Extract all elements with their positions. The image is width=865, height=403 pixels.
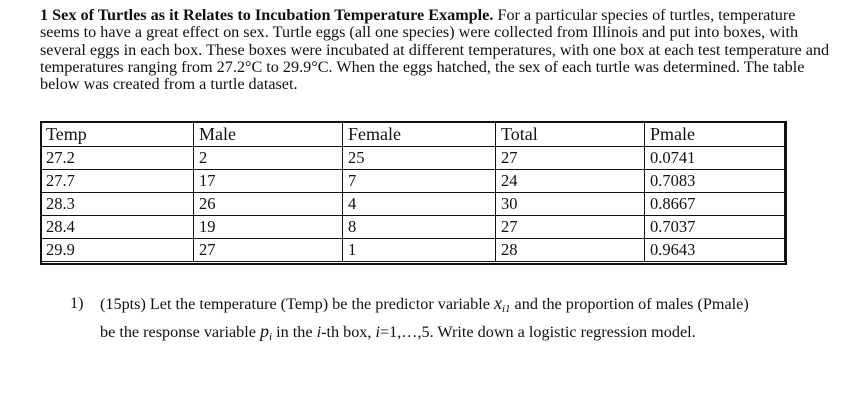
cell-pmale: 0.9643: [644, 238, 785, 262]
cell-temp: 27.2: [40, 146, 194, 170]
cell-female: 8: [342, 215, 496, 239]
cell-temp: 28.3: [40, 192, 194, 216]
cell-female: 4: [342, 192, 496, 216]
question-part-3: be the response variable: [100, 323, 256, 341]
cell-pmale: 0.7083: [644, 169, 785, 193]
cell-male: 26: [193, 192, 343, 216]
header-pmale: Pmale: [644, 121, 785, 147]
header-temp: Temp: [40, 121, 194, 147]
response-variable: pi: [260, 321, 273, 343]
cell-male: 27: [193, 238, 343, 262]
cell-total: 30: [495, 192, 645, 216]
cell-pmale: 0.8667: [644, 192, 785, 216]
index-i: i: [316, 323, 322, 341]
question-part-2: and the proportion of males (Pmale): [514, 295, 749, 313]
question-number: 1): [70, 294, 84, 312]
cell-female: 1: [342, 238, 496, 262]
cell-total: 27: [495, 146, 645, 170]
cell-temp: 29.9: [40, 238, 194, 262]
table-row: 29.9 27 1 28 0.9643: [40, 238, 785, 262]
problem-title: Sex of Turtles as it Relates to Incubati…: [52, 6, 494, 24]
cell-total: 24: [495, 169, 645, 193]
question-part-6: =1,…,5. Write down a logistic regression…: [380, 323, 696, 341]
cell-temp: 28.4: [40, 215, 194, 239]
cell-male: 19: [193, 215, 343, 239]
header-total: Total: [495, 121, 645, 147]
cell-temp: 27.7: [40, 169, 194, 193]
table-row: 28.3 26 4 30 0.8667: [40, 192, 785, 216]
question-1: 1) (15pts) Let the temperature (Temp) be…: [70, 292, 840, 348]
cell-female: 7: [342, 169, 496, 193]
predictor-variable: xi1: [493, 293, 511, 315]
question-part-4: in the: [276, 323, 313, 341]
cell-male: 17: [193, 169, 343, 193]
header-male: Male: [193, 121, 343, 147]
cell-total: 28: [495, 238, 645, 262]
question-part-1: (15pts) Let the temperature (Temp) be th…: [100, 295, 490, 313]
table-row: 27.7 17 7 24 0.7083: [40, 169, 785, 193]
table-row: 27.2 2 25 27 0.0741: [40, 146, 785, 170]
cell-pmale: 0.0741: [644, 146, 785, 170]
question-text: (15pts) Let the temperature (Temp) be th…: [100, 292, 840, 348]
question-part-5: -th box,: [321, 323, 372, 341]
cell-pmale: 0.7037: [644, 215, 785, 239]
cell-total: 27: [495, 215, 645, 239]
problem-number: 1: [40, 6, 49, 24]
index-i-range: i: [375, 323, 381, 341]
table-row: 28.4 19 8 27 0.7037: [40, 215, 785, 239]
cell-female: 25: [342, 146, 496, 170]
problem-intro: 1 Sex of Turtles as it Relates to Incuba…: [40, 6, 830, 94]
cell-male: 2: [193, 146, 343, 170]
turtle-data-table: Temp Male Female Total Pmale 27.2 2 25 2…: [40, 121, 785, 262]
table-header-row: Temp Male Female Total Pmale: [40, 121, 785, 147]
problem-description: For a particular species of turtles, tem…: [40, 6, 830, 94]
header-female: Female: [342, 121, 496, 147]
